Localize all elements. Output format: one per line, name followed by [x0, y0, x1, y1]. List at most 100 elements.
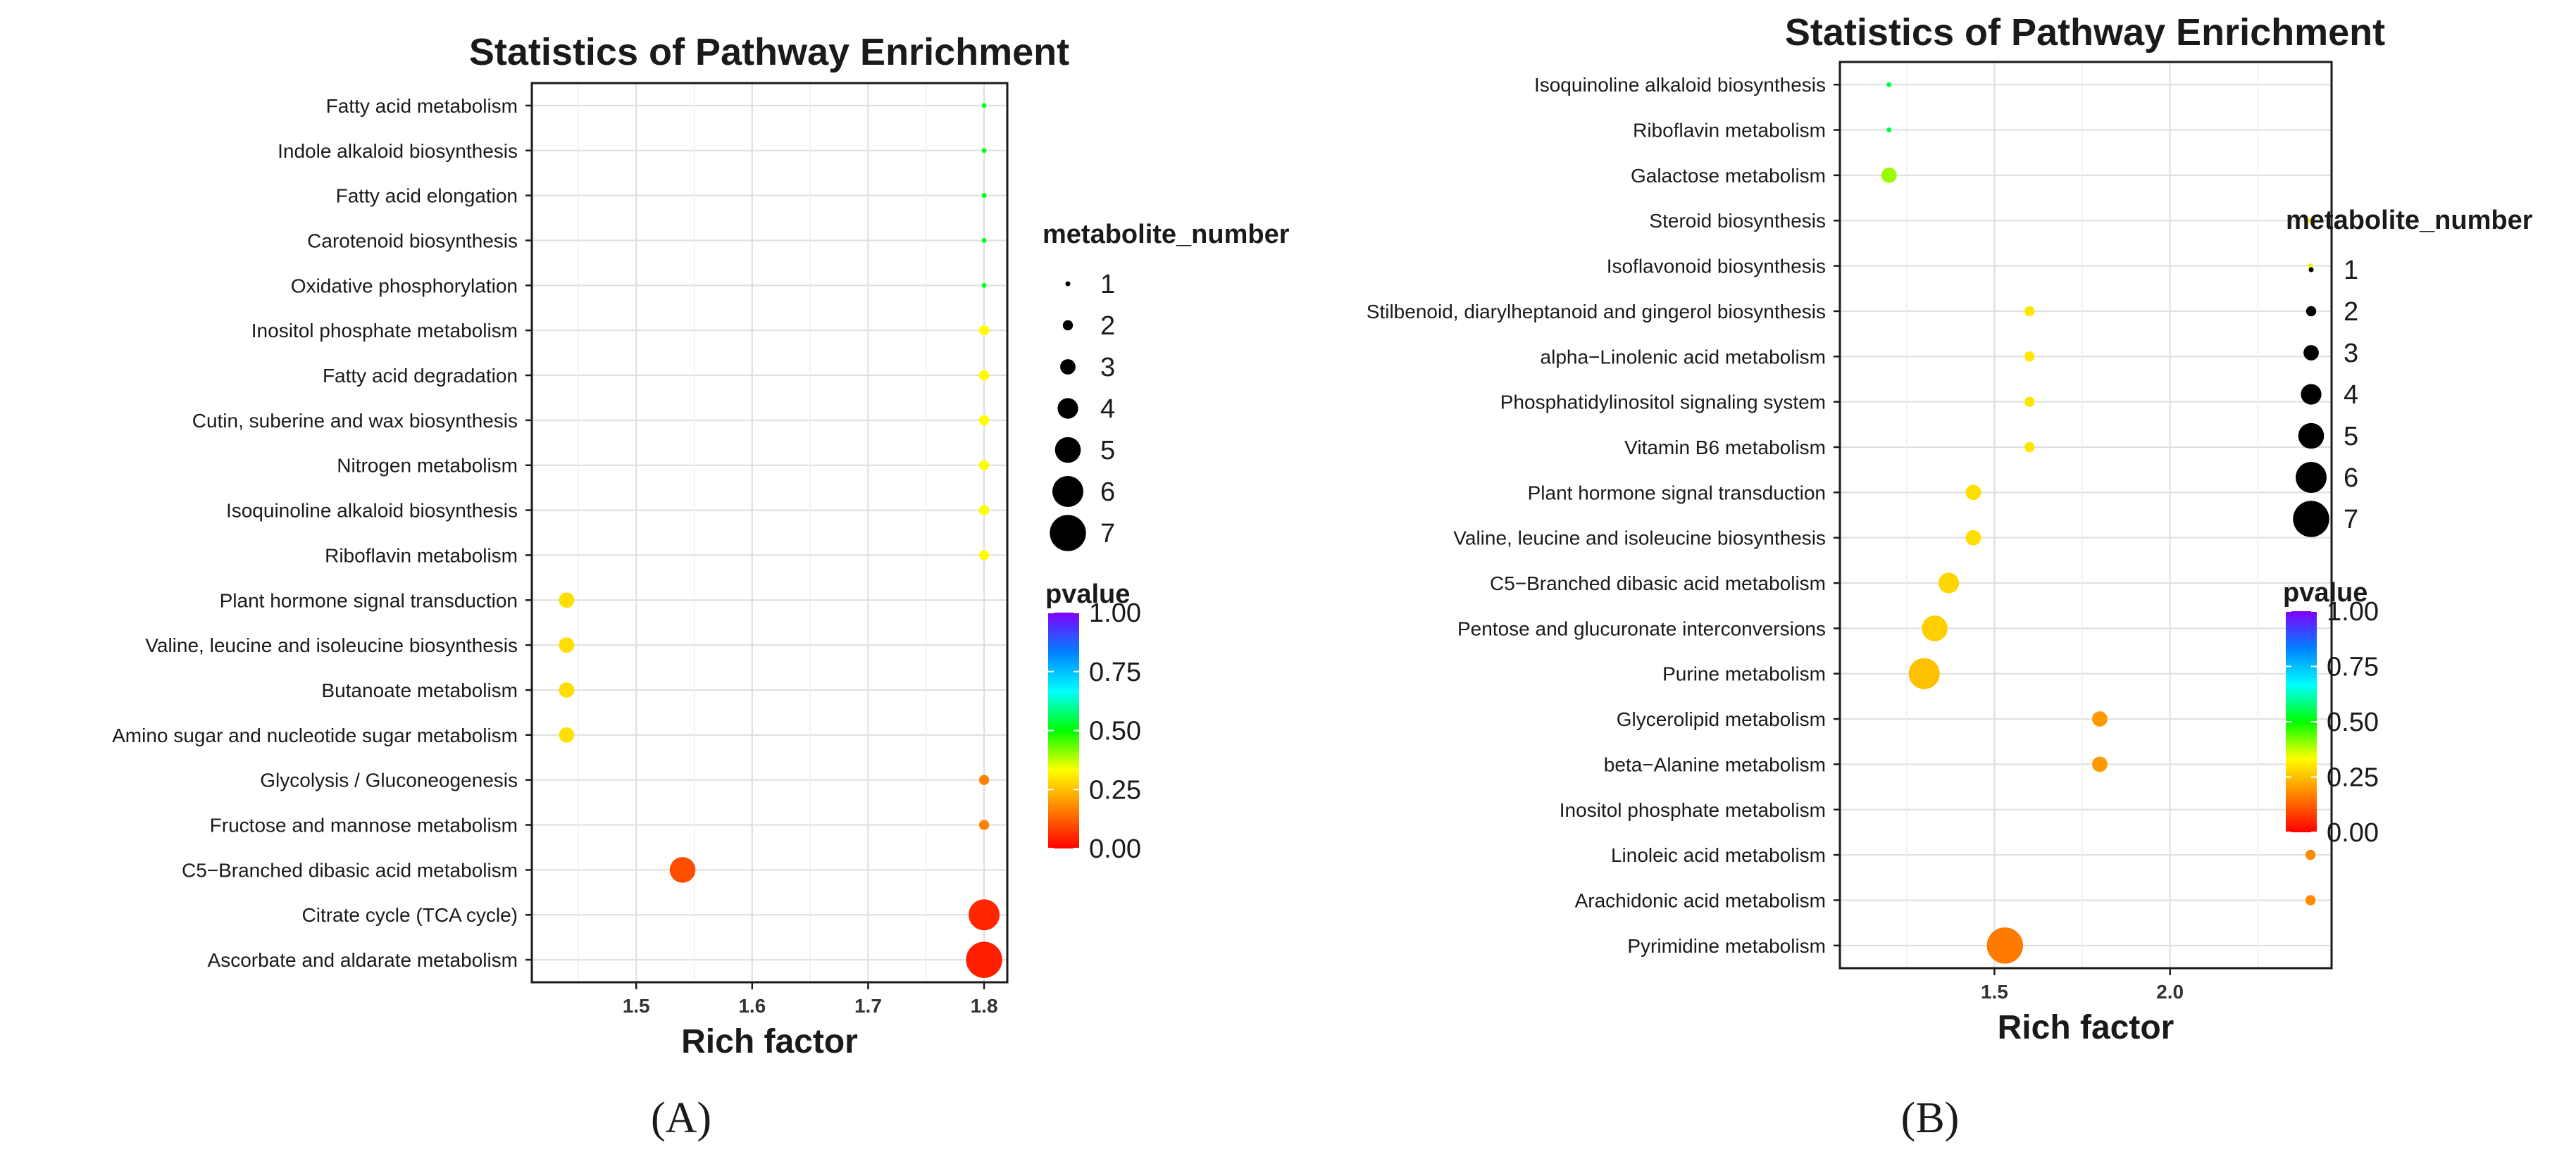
plot-frame	[1838, 61, 2333, 970]
data-point	[1881, 167, 1897, 183]
chart-title: Statistics of Pathway Enrichment	[1785, 11, 2385, 54]
data-point	[969, 899, 1000, 931]
y-tick-label: Fatty acid metabolism	[326, 95, 518, 117]
data-point	[978, 325, 990, 336]
y-tick-label: Linoleic acid metabolism	[1611, 844, 1826, 866]
color-legend-label: 0.75	[2327, 653, 2379, 682]
y-tick-label: Riboflavin metabolism	[1633, 120, 1826, 142]
size-legend-label: 4	[1100, 394, 1115, 424]
data-point	[966, 941, 1002, 978]
y-tick-label: Isoquinoline alkaloid biosynthesis	[1534, 74, 1826, 96]
y-tick-label: C5−Branched dibasic acid metabolism	[1490, 572, 1826, 594]
data-point	[1908, 658, 1940, 689]
x-tick-label: 1.5	[623, 995, 650, 1017]
y-tick-label: Isoquinoline alkaloid biosynthesis	[226, 500, 518, 522]
data-point	[2092, 711, 2108, 727]
data-point	[1922, 615, 1948, 641]
data-point	[1886, 82, 1892, 87]
size-legend-key	[1054, 437, 1081, 463]
data-point	[1938, 572, 1960, 594]
size-legend-label: 4	[2344, 380, 2358, 410]
data-point	[978, 415, 990, 426]
x-tick-label: 1.5	[1981, 981, 2008, 1003]
size-legend-label: 3	[2344, 339, 2358, 368]
y-tick-label: Riboflavin metabolism	[325, 544, 518, 566]
color-legend-label: 0.50	[2327, 708, 2379, 737]
data-point	[2024, 396, 2035, 407]
color-legend-label: 0.25	[1089, 775, 1141, 805]
data-point	[1986, 927, 2024, 964]
y-tick-label: Cutin, suberine and wax biosynthesis	[192, 410, 518, 432]
panel-label: (A)	[651, 1094, 711, 1142]
data-points	[559, 103, 1002, 978]
size-legend-label: 1	[2344, 256, 2358, 285]
data-point	[978, 505, 990, 515]
size-legend-key	[2303, 345, 2319, 361]
data-point	[559, 727, 575, 743]
color-legend-label: 0.75	[1089, 658, 1141, 687]
x-tick-label: 2.0	[2156, 981, 2184, 1003]
size-legend-label: 7	[1100, 519, 1115, 549]
grid	[1840, 62, 2332, 968]
y-tick-label: alpha−Linolenic acid metabolism	[1541, 346, 1826, 368]
size-legend-key	[2306, 306, 2317, 317]
x-tick-label: 1.8	[971, 995, 998, 1017]
color-legend-label: 0.00	[2327, 818, 2379, 848]
y-tick-label: Arachidonic acid metabolism	[1575, 889, 1826, 911]
panel-a: Statistics of Pathway Enrichment Fatty ac…	[112, 31, 1290, 1142]
data-point	[2305, 849, 2316, 860]
data-point	[2092, 756, 2108, 772]
size-legend-key	[1052, 476, 1083, 507]
y-tick-label: Phosphatidylinositol signaling system	[1500, 391, 1826, 413]
y-tick-label: Citrate cycle (TCA cycle)	[302, 904, 518, 926]
plot-frame	[530, 82, 1009, 984]
y-tick-label: Steroid biosynthesis	[1649, 210, 1826, 232]
data-point	[981, 148, 987, 154]
color-legend-title: pvalue	[2283, 578, 2367, 608]
y-tick-label: Butanoate metabolism	[321, 679, 518, 701]
color-legend-label: 0.00	[1089, 834, 1141, 864]
y-axis-labels: Isoquinoline alkaloid biosynthesis Ribofl…	[1367, 74, 1826, 957]
y-tick-label: C5−Branched dibasic acid metabolism	[182, 859, 518, 881]
y-tick-label: Isoflavonoid biosynthesis	[1607, 256, 1826, 277]
color-legend-label: 0.25	[2327, 763, 2379, 793]
size-legend-label: 5	[2344, 422, 2358, 451]
y-tick-label: Nitrogen metabolism	[337, 455, 518, 477]
size-legend-label: 3	[1100, 353, 1115, 382]
data-point	[2305, 895, 2316, 906]
data-point	[981, 193, 987, 199]
size-legend-label: 6	[2344, 463, 2358, 493]
y-tick-label: Valine, leucine and isoleucine biosynthe…	[1453, 527, 1826, 549]
panel-label: (B)	[1901, 1094, 1960, 1142]
grid	[532, 83, 1007, 982]
data-point	[981, 282, 987, 288]
size-legend-label: 2	[1100, 311, 1115, 341]
size-legend-title: metabolite_number	[1043, 220, 1290, 249]
y-tick-label: Oxidative phosphorylation	[291, 275, 518, 296]
size-legend-key	[1062, 320, 1074, 331]
y-tick-label: Carotenoid biosynthesis	[307, 230, 518, 251]
y-axis-labels: Fatty acid metabolism Indole alkaloid bio…	[112, 95, 518, 971]
size-legend-key	[1057, 398, 1078, 419]
size-legend-key	[1050, 515, 1086, 551]
color-legend-label: 0.50	[1089, 717, 1141, 746]
size-legend-key	[1060, 359, 1076, 375]
y-tick-label: Inositol phosphate metabolism	[251, 320, 518, 342]
data-point	[669, 857, 696, 883]
data-point	[1965, 484, 1981, 501]
y-tick-label: Glycerolipid metabolism	[1617, 708, 1826, 730]
y-tick-label: beta−Alanine metabolism	[1604, 753, 1826, 775]
y-tick-label: Amino sugar and nucleotide sugar metabol…	[112, 725, 518, 746]
size-legend-key	[1065, 281, 1071, 287]
data-point	[2024, 441, 2035, 453]
data-point	[978, 820, 990, 830]
data-point	[1965, 530, 1981, 546]
y-tick-label: Galactose metabolism	[1631, 165, 1826, 187]
data-point	[981, 237, 987, 243]
color-legend-label: 1.00	[2327, 597, 2379, 627]
data-point	[2308, 218, 2313, 223]
data-point	[978, 460, 990, 470]
size-legend-key	[2296, 462, 2327, 493]
size-legend-label: 7	[2344, 505, 2358, 534]
